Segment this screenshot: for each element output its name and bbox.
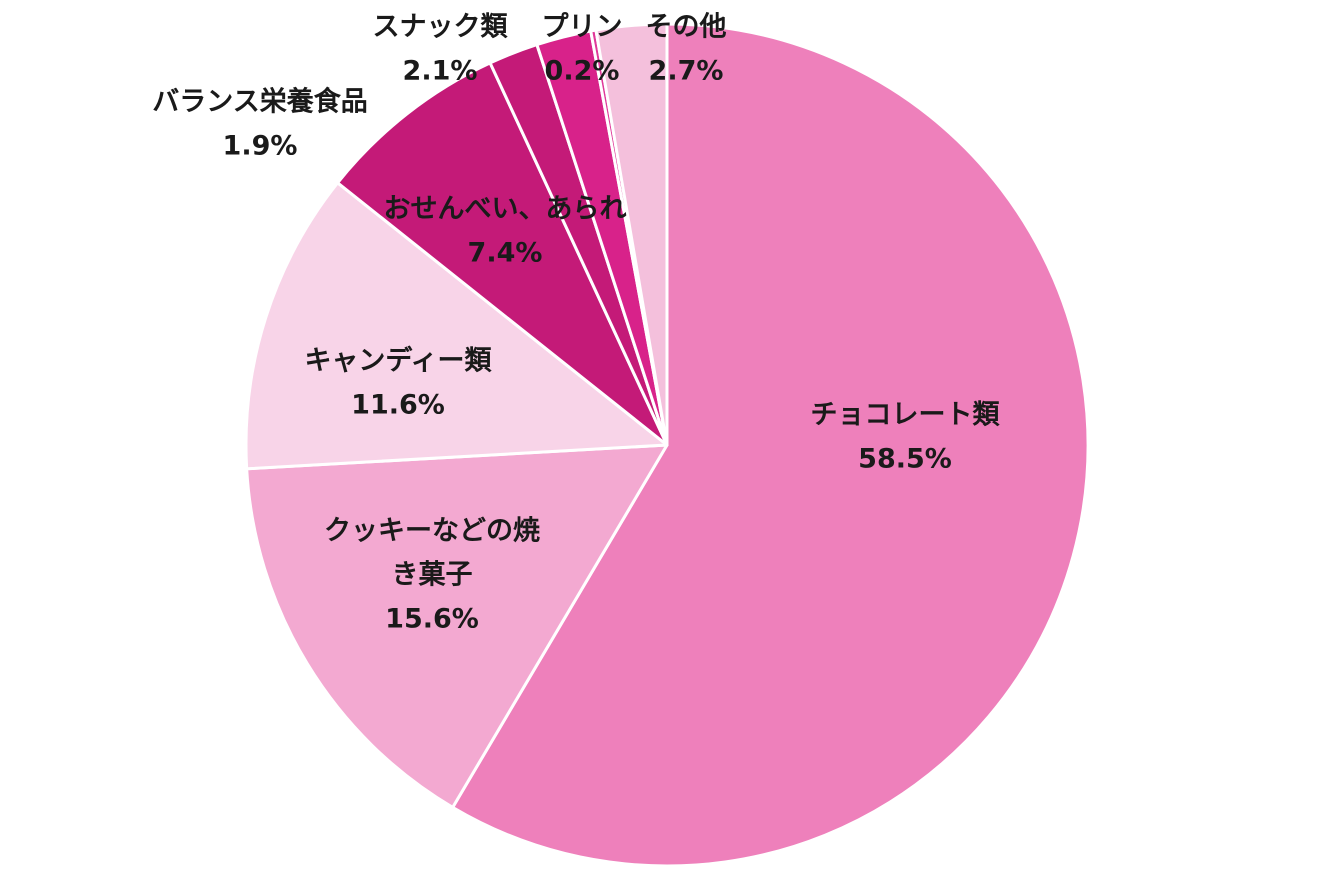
slice-label-6-line-1: スナック類 xyxy=(373,12,509,43)
slice-percent-4: 7.4% xyxy=(468,238,543,269)
slice-percent-2: 15.6% xyxy=(385,604,479,635)
slice-label-3-line-1: キャンディー類 xyxy=(304,345,492,377)
slice-label-4-line-1: おせんべい、あられ xyxy=(384,194,627,225)
slice-label-1-line-1: チョコレート類 xyxy=(811,400,1001,431)
slice-label-7-line-1: プリン xyxy=(542,12,623,43)
slice-label-5-line-1: バランス栄養食品 xyxy=(152,86,367,118)
pie-slice-4 xyxy=(336,61,669,447)
slice-label-8-line-1: その他 xyxy=(646,12,727,43)
slice-percent-5: 1.9% xyxy=(223,131,298,162)
slice-percent-8: 2.7% xyxy=(649,56,724,87)
slice-percent-1: 58.5% xyxy=(858,444,952,475)
slice-label-2-line-2: き菓子 xyxy=(392,560,473,591)
pie-slice-3 xyxy=(244,181,669,471)
pie-slice-2 xyxy=(245,443,669,809)
slice-percent-3: 11.6% xyxy=(351,390,445,421)
pie-slice-8 xyxy=(594,22,669,447)
slice-percent-7: 0.2% xyxy=(545,56,620,87)
pie-slice-1 xyxy=(451,22,1090,868)
pie-slices xyxy=(244,22,1090,868)
slice-percent-6: 2.1% xyxy=(403,56,478,87)
slice-label-2-line-1: クッキーなどの焼 xyxy=(324,516,540,547)
